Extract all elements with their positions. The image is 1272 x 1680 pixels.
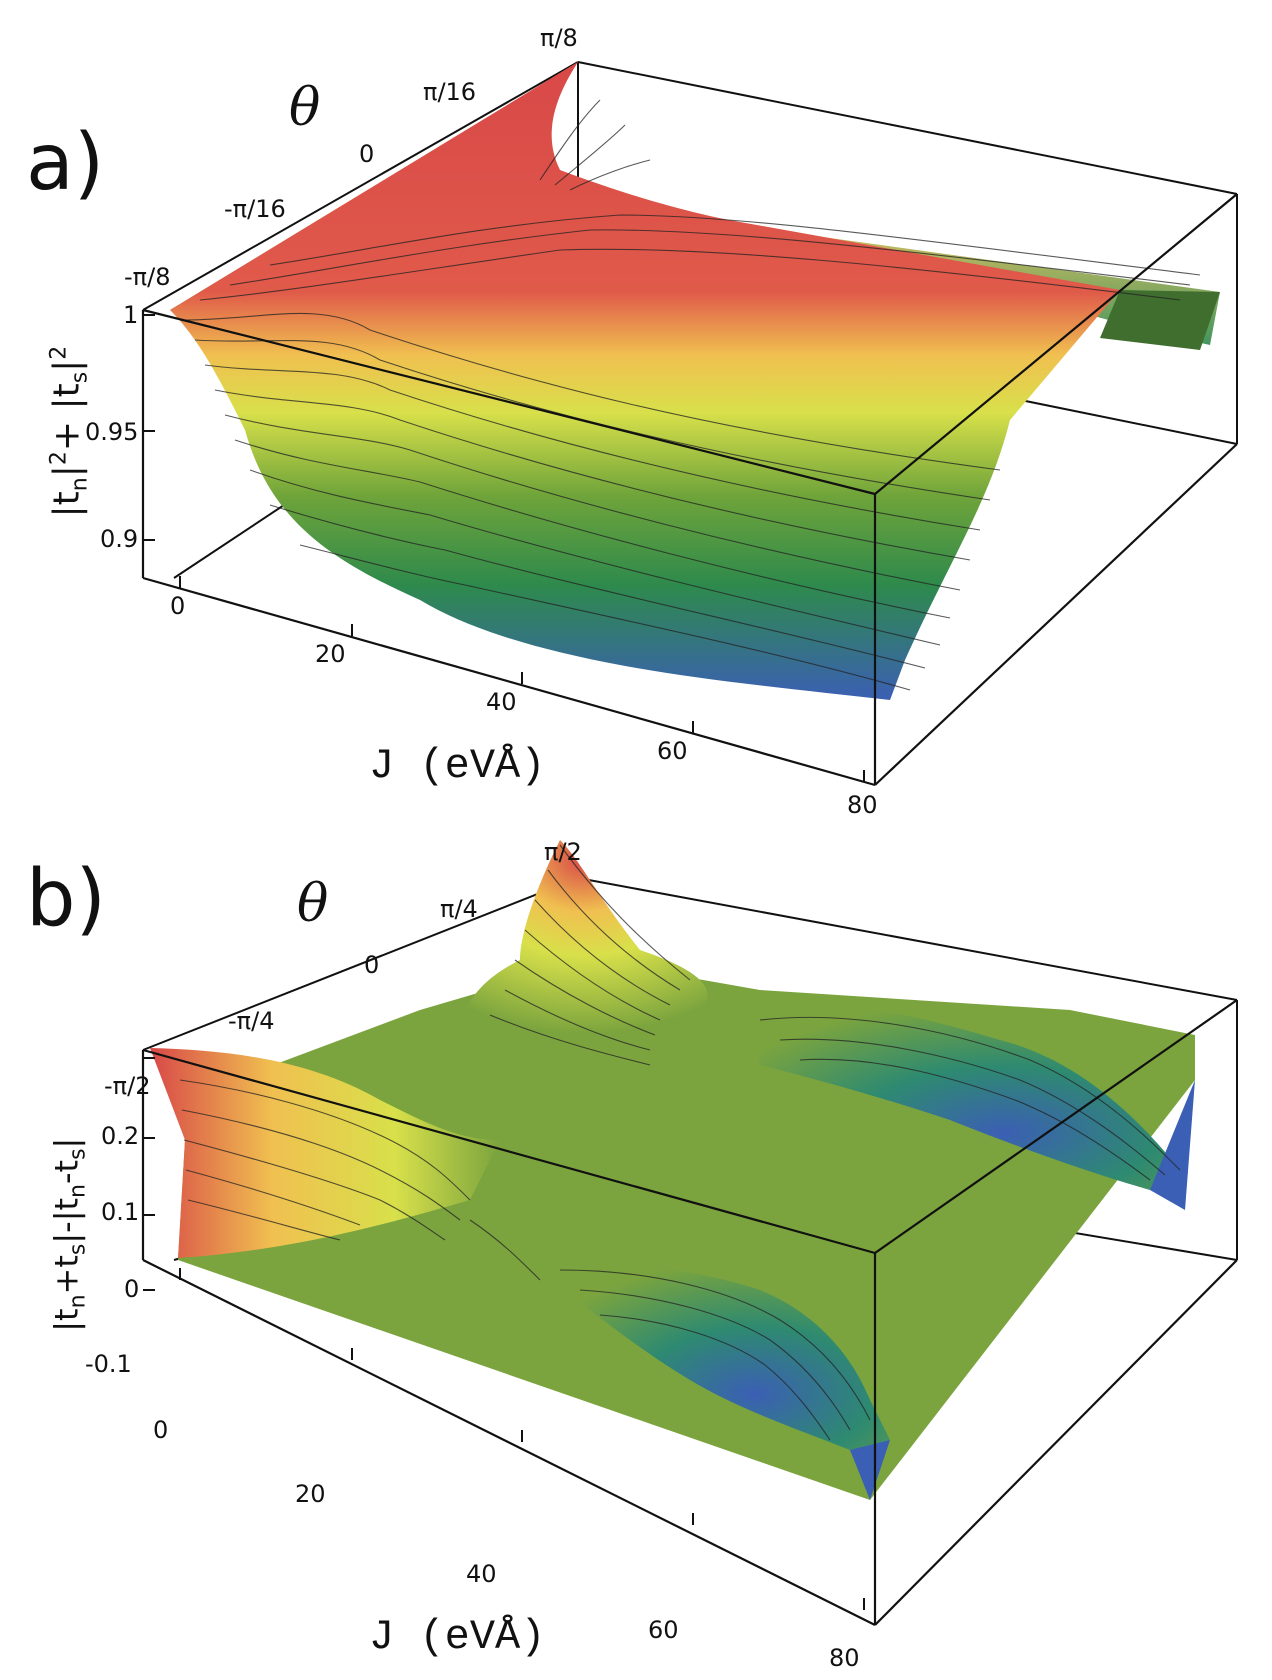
j-tick-b-4: 80 <box>829 1644 860 1672</box>
z-tick-a-0: 1 <box>123 301 139 329</box>
surface-a <box>170 62 1220 700</box>
surface-plot-b <box>141 840 1238 1626</box>
j-axis-label-b: J (eVÅ) <box>369 1613 546 1661</box>
z-tick-b-0: 0.2 <box>101 1122 140 1150</box>
tick-marks-a <box>143 314 865 782</box>
panel-a: a) θ π/8 π/16 0 -π/16 -π/8 1 0.95 0.9 0 … <box>26 24 1238 819</box>
contour-lines-a <box>184 99 1201 691</box>
z-axis-label-a: |tn|2+ |ts|2 <box>46 345 93 518</box>
j-tick-b-0: 0 <box>153 1416 169 1444</box>
theta-tick-b-4: π/2 <box>544 838 582 866</box>
z-tick-b-1: 0.1 <box>101 1198 140 1226</box>
tick-marks-b <box>143 1057 865 1610</box>
box-front-edges-a <box>141 193 1238 787</box>
theta-tick-b-3: π/4 <box>440 895 478 923</box>
j-axis-label-a: J (eVÅ) <box>369 742 546 790</box>
z-tick-b-2: 0 <box>124 1275 140 1303</box>
theta-tick-a-1: -π/16 <box>224 195 286 223</box>
contour-lines-b <box>179 844 1181 1441</box>
panel-b: b) θ π/2 π/4 0 -π/4 -π/2 0.2 0.1 0 -0.1 … <box>0 840 1272 1680</box>
panel-label-a: a) <box>26 118 105 208</box>
theta-tick-a-2: 0 <box>359 140 375 168</box>
j-tick-a-1: 20 <box>315 640 346 668</box>
theta-axis-label-b: θ <box>297 874 329 934</box>
theta-tick-b-1: -π/4 <box>228 1007 275 1035</box>
theta-tick-b-0: -π/2 <box>104 1072 151 1100</box>
z-tick-b-3: -0.1 <box>85 1350 132 1378</box>
z-tick-a-1: 0.95 <box>85 418 139 446</box>
theta-tick-a-4: π/8 <box>540 24 578 52</box>
j-tick-b-1: 20 <box>295 1480 326 1508</box>
j-tick-a-3: 60 <box>657 737 688 765</box>
j-tick-a-0: 0 <box>170 592 186 620</box>
z-tick-a-2: 0.9 <box>100 525 139 553</box>
surface-plot-a <box>141 61 1238 787</box>
theta-tick-b-2: 0 <box>364 951 380 979</box>
j-tick-a-2: 40 <box>486 688 517 716</box>
theta-tick-a-3: π/16 <box>423 78 477 106</box>
theta-tick-a-0: -π/8 <box>124 263 171 291</box>
theta-axis-label-a: θ <box>289 78 321 138</box>
z-axis-label-b: |tn+ts|-|tn-ts| <box>47 1137 91 1332</box>
j-tick-a-4: 80 <box>847 791 878 819</box>
surface-b <box>150 840 1195 1500</box>
panel-label-b: b) <box>26 854 106 944</box>
box-front-edges-b <box>141 999 1238 1626</box>
j-tick-b-2: 40 <box>466 1560 497 1588</box>
j-tick-b-3: 60 <box>648 1616 679 1644</box>
